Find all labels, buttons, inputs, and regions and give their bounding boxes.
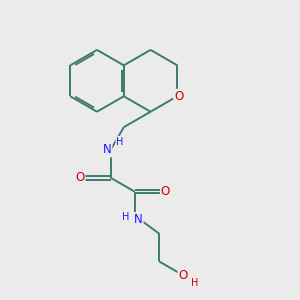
Text: O: O	[178, 269, 188, 282]
Text: O: O	[75, 171, 85, 184]
Text: H: H	[122, 212, 129, 222]
Text: O: O	[161, 185, 170, 198]
Text: H: H	[116, 137, 124, 147]
Text: O: O	[174, 90, 183, 103]
Text: N: N	[134, 213, 142, 226]
Text: H: H	[191, 278, 199, 288]
Text: N: N	[103, 143, 112, 156]
